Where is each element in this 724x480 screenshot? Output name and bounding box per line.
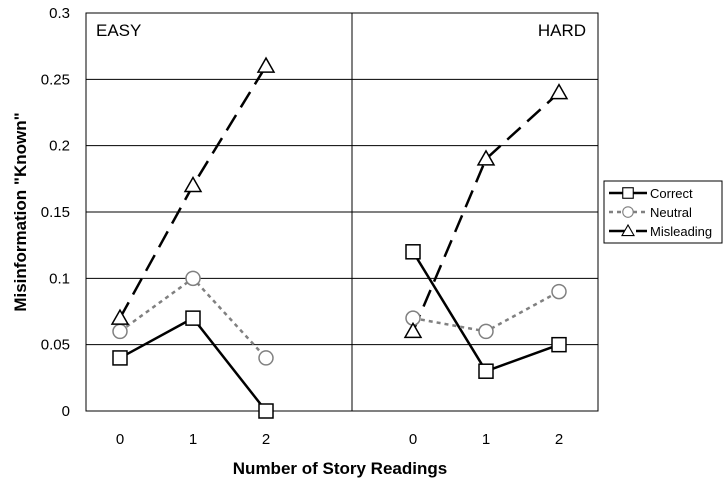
data-point-correct xyxy=(259,404,273,418)
legend-marker-neutral xyxy=(623,207,634,218)
x-tick-label: 2 xyxy=(555,431,563,448)
y-tick-label: 0.25 xyxy=(41,71,70,88)
y-tick-label: 0.05 xyxy=(41,337,70,354)
series-lines xyxy=(120,66,559,411)
series-line-correct xyxy=(120,318,266,411)
data-point-neutral xyxy=(552,285,566,299)
data-point-misleading xyxy=(185,177,201,191)
data-point-misleading xyxy=(258,58,274,72)
y-tick-label: 0.3 xyxy=(49,5,70,22)
x-axis-title: Number of Story Readings xyxy=(233,459,447,478)
series-line-correct xyxy=(413,252,559,371)
data-point-correct xyxy=(186,311,200,325)
legend-label-neutral: Neutral xyxy=(650,205,692,220)
x-tick-label: 1 xyxy=(189,431,197,448)
data-point-neutral xyxy=(479,324,493,338)
data-point-correct xyxy=(479,364,493,378)
x-tick-label: 2 xyxy=(262,431,270,448)
series-markers xyxy=(112,58,567,418)
data-point-misleading xyxy=(405,323,421,337)
legend: Correct Neutral Misleading xyxy=(604,181,722,243)
data-point-misleading xyxy=(551,85,567,99)
data-point-neutral xyxy=(186,271,200,285)
y-axis-title: Misinformation "Known" xyxy=(11,112,30,311)
data-point-correct xyxy=(552,338,566,352)
y-tick-label: 0.15 xyxy=(41,204,70,221)
data-point-neutral xyxy=(113,324,127,338)
legend-label-correct: Correct xyxy=(650,186,693,201)
y-tick-label: 0.2 xyxy=(49,138,70,155)
legend-marker-correct xyxy=(623,188,634,199)
legend-label-misleading: Misleading xyxy=(650,224,712,239)
panel-label-hard: HARD xyxy=(538,21,586,40)
panel-label-easy: EASY xyxy=(96,21,141,40)
x-tick-label: 0 xyxy=(409,431,417,448)
data-point-misleading xyxy=(112,310,128,324)
y-tick-label: 0 xyxy=(62,403,70,420)
data-point-correct xyxy=(113,351,127,365)
y-tick-labels: 0 0.05 0.1 0.15 0.2 0.25 0.3 xyxy=(41,5,70,420)
data-point-correct xyxy=(406,245,420,259)
x-tick-labels: 0 1 2 0 1 2 xyxy=(116,431,563,448)
y-tick-label: 0.1 xyxy=(49,270,70,287)
gridlines xyxy=(86,79,598,344)
data-point-neutral xyxy=(259,351,273,365)
x-tick-label: 1 xyxy=(482,431,490,448)
x-tick-label: 0 xyxy=(116,431,124,448)
